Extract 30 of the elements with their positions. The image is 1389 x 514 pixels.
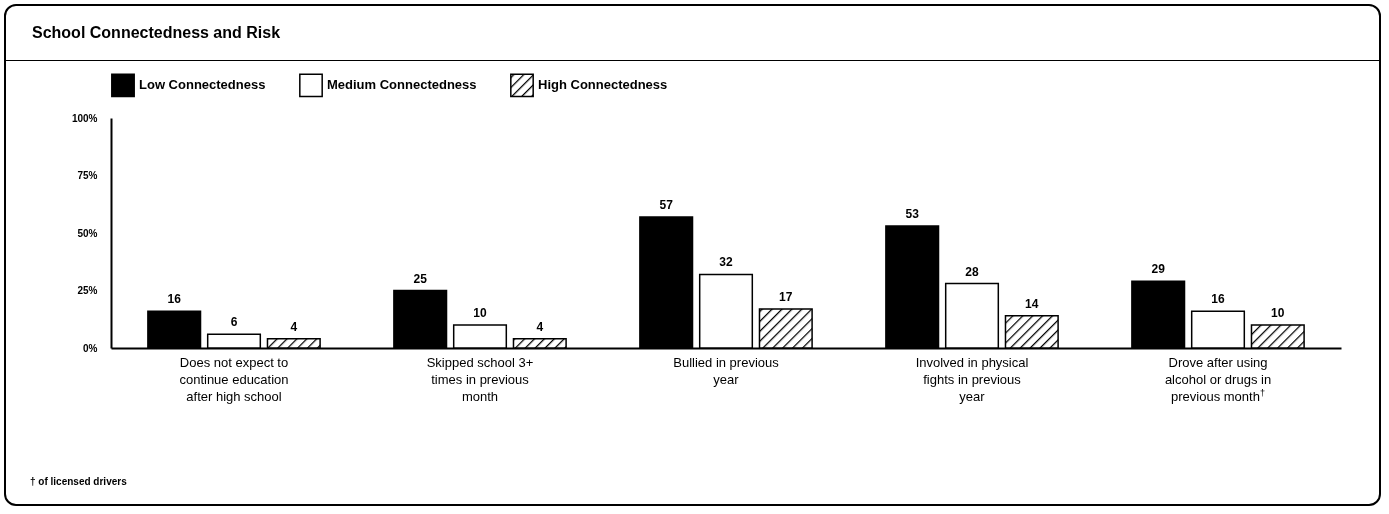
data-label: 29 [1151, 262, 1166, 277]
data-label: 14 [1025, 296, 1039, 311]
x-tick-label: Drove after using alcohol or drugs in previous month$^{†}$ [1164, 354, 1272, 404]
x-tick-label: Skipped school 3+ times in previous month [426, 354, 534, 404]
data-label: 10 [1271, 306, 1285, 320]
data-label: 32 [719, 255, 733, 270]
y-tick-label: 25% [77, 285, 98, 296]
data-label: 28 [965, 264, 979, 279]
x-tick-label: Does not expect to continue education after high school [179, 354, 289, 404]
text: † of licensed drivers [30, 476, 127, 487]
x-tick-label: Bullied in previous year [673, 354, 780, 387]
x-tick-label: Involved in physical fights in previous year [915, 354, 1029, 404]
chart-title: School Connectedness and Risk [32, 24, 281, 42]
legend-label: High Connectedness [538, 77, 668, 93]
y-tick-label: 100% [71, 112, 98, 124]
data-label: 17 [779, 289, 793, 304]
y-tick-label: 75% [77, 170, 98, 181]
data-label: 4 [536, 319, 544, 334]
data-label: 6 [230, 315, 238, 330]
y-tick-label: 0% [83, 342, 98, 354]
data-label: 57 [659, 197, 674, 212]
data-label: 16 [167, 292, 182, 307]
data-label: 25 [413, 271, 428, 286]
y-tick-label: 50% [77, 227, 98, 239]
data-label: 10 [473, 306, 487, 320]
data-label: 4 [290, 319, 298, 334]
legend-label: Medium Connectedness [327, 77, 477, 93]
legend-label: Low Connectedness [139, 77, 266, 93]
data-label: 16 [1211, 292, 1225, 307]
data-label: 53 [905, 207, 920, 222]
